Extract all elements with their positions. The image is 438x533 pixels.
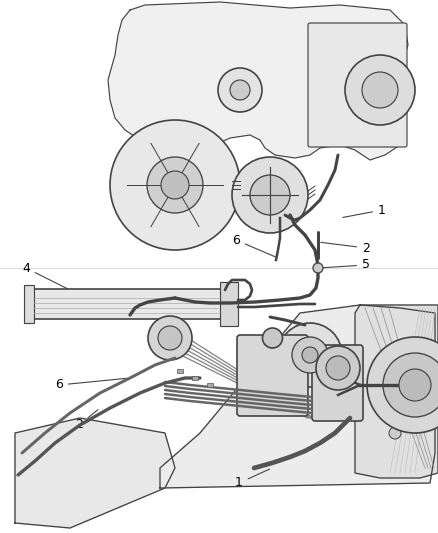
Circle shape	[345, 55, 415, 125]
Text: 2: 2	[321, 241, 370, 254]
Text: 5: 5	[321, 259, 370, 271]
Circle shape	[161, 171, 189, 199]
Circle shape	[148, 316, 192, 360]
Circle shape	[230, 80, 250, 100]
FancyBboxPatch shape	[308, 23, 407, 147]
Circle shape	[110, 120, 240, 250]
Text: 4: 4	[22, 262, 99, 305]
FancyBboxPatch shape	[237, 335, 308, 416]
Bar	[177, 369, 183, 373]
Polygon shape	[160, 305, 435, 488]
Circle shape	[389, 392, 401, 404]
FancyBboxPatch shape	[31, 289, 221, 319]
Text: 2: 2	[75, 410, 98, 432]
Text: 1: 1	[235, 469, 269, 489]
Text: 3: 3	[268, 386, 298, 411]
Circle shape	[232, 157, 308, 233]
Circle shape	[218, 68, 262, 112]
Polygon shape	[108, 2, 408, 160]
Circle shape	[278, 323, 342, 387]
Circle shape	[158, 326, 182, 350]
Circle shape	[399, 369, 431, 401]
Circle shape	[389, 427, 401, 439]
Circle shape	[250, 175, 290, 215]
Circle shape	[313, 263, 323, 273]
Bar	[192, 376, 198, 380]
Polygon shape	[355, 305, 438, 478]
Circle shape	[326, 356, 350, 380]
Bar	[220, 282, 238, 326]
Bar	[24, 285, 34, 323]
Circle shape	[147, 157, 203, 213]
Circle shape	[362, 72, 398, 108]
Text: 6: 6	[55, 378, 127, 392]
Circle shape	[383, 353, 438, 417]
Circle shape	[292, 337, 328, 373]
Polygon shape	[15, 418, 175, 528]
FancyBboxPatch shape	[312, 345, 363, 421]
Circle shape	[262, 328, 283, 348]
Circle shape	[316, 346, 360, 390]
Circle shape	[302, 347, 318, 363]
Text: 1: 1	[343, 204, 386, 217]
Circle shape	[367, 337, 438, 433]
Text: 6: 6	[232, 233, 276, 257]
Bar	[207, 383, 213, 387]
